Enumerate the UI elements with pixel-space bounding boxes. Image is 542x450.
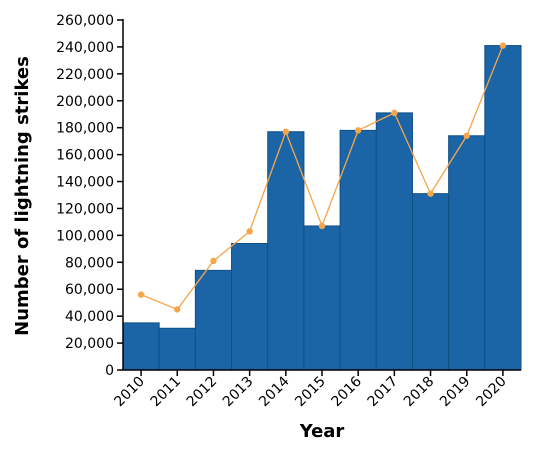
x-axis-title: Year	[299, 421, 345, 442]
bar-2015	[303, 225, 341, 371]
x-tick-label: 2016	[328, 373, 365, 410]
bar-2013	[231, 242, 269, 371]
trend-point-2012	[210, 257, 217, 265]
trend-point-2017	[391, 109, 398, 117]
y-tick-label: 0	[105, 363, 114, 379]
y-tick-label: 20,000	[65, 336, 114, 352]
x-tick-label: 2014	[256, 373, 293, 410]
bar-2016	[339, 129, 377, 371]
bar-series	[122, 45, 522, 371]
trend-point-2015	[318, 222, 326, 230]
x-tick-label: 2010	[111, 374, 148, 411]
trend-point-2016	[354, 127, 362, 134]
y-axis: 0 20,000 40,000 60,000 80,000 100,000 120,000 1…	[56, 13, 124, 379]
x-tick-label: 2012	[184, 374, 221, 411]
x-tick-label: 2019	[437, 374, 474, 411]
trend-point-2014	[282, 128, 290, 135]
y-tick-label: 240,000	[56, 40, 114, 56]
y-tick-label: 200,000	[56, 94, 114, 110]
trend-line-series	[137, 42, 507, 313]
y-tick-label: 140,000	[56, 175, 114, 191]
y-tick-label: 180,000	[56, 121, 114, 137]
x-tick-label: 2020	[473, 374, 510, 411]
bar-2019	[448, 135, 486, 371]
bar-2017	[375, 112, 413, 371]
bar-2020	[484, 45, 522, 371]
x-tick-label: 2011	[148, 374, 185, 411]
y-tick-label: 40,000	[65, 309, 114, 325]
bar-2018	[411, 193, 450, 371]
y-tick-label: 80,000	[65, 255, 114, 271]
y-axis-title: Number of lightning strikes	[12, 56, 33, 336]
trend-point-2011	[174, 306, 181, 313]
trend-point-2019	[463, 132, 470, 139]
x-axis: 2010 2011 2012 2013 2014 2015 2016 2017 2018 2019…	[111, 369, 521, 411]
x-tick-label: 2015	[292, 374, 329, 411]
x-tick-label: 2018	[401, 374, 438, 411]
y-tick-label: 160,000	[56, 148, 114, 164]
trend-point-2010	[137, 291, 145, 298]
y-tick-label: 60,000	[65, 282, 114, 298]
y-tick-label: 260,000	[56, 13, 114, 29]
bar-2010	[122, 322, 160, 371]
y-tick-label: 100,000	[56, 228, 114, 244]
trend-point-2013	[246, 228, 253, 235]
x-tick-label: 2017	[365, 374, 402, 411]
bar-2014	[267, 131, 305, 371]
trend-point-2020	[499, 42, 507, 49]
x-tick-label: 2013	[220, 374, 257, 411]
y-tick-label: 220,000	[56, 67, 114, 83]
y-tick-label: 120,000	[56, 201, 114, 217]
trend-point-2018	[427, 190, 434, 197]
bar-2011	[158, 327, 196, 371]
bar-2012	[194, 269, 233, 371]
